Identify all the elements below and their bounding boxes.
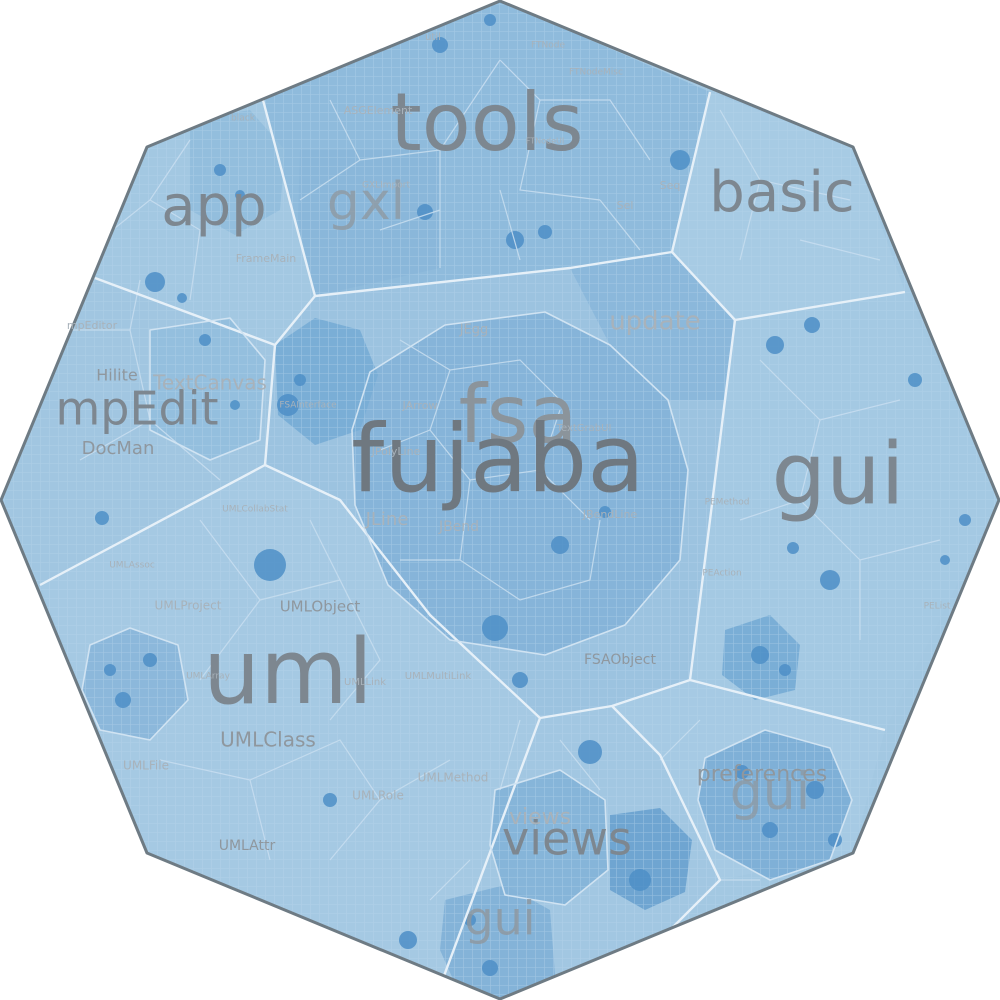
label-fsa: fsa bbox=[459, 368, 578, 461]
label-views-sub: views bbox=[509, 805, 571, 830]
label-gxl-import: GXLImport bbox=[362, 181, 410, 191]
label-asg-element: ASGElement bbox=[344, 104, 413, 117]
label-gui-bottom: gui bbox=[464, 892, 535, 946]
label-uml-attr: UMLAttr bbox=[219, 838, 276, 854]
label-update: update bbox=[609, 307, 701, 337]
label-docman: DocMan bbox=[82, 438, 155, 459]
label-fsa-object: FSAObject bbox=[584, 652, 656, 668]
label-uml-collabstat: UMLCollabStat bbox=[222, 505, 288, 515]
label-gxl: gxl bbox=[327, 172, 405, 232]
sub-cell-borders bbox=[60, 59, 941, 901]
region-borders bbox=[39, 91, 906, 999]
class-labels: UMLObject UMLClass UMLProject UMLFile UM… bbox=[109, 32, 951, 854]
label-sel: Sel bbox=[617, 199, 634, 212]
label-pe-list: PEList bbox=[924, 602, 951, 612]
label-mpedit: mpEdit bbox=[55, 382, 218, 436]
label-jarrow: JArrow bbox=[402, 399, 438, 412]
label-ftnode: FTNode bbox=[531, 41, 565, 51]
label-jbendline: JBendLine bbox=[582, 508, 638, 521]
label-uml-method: UMLMethod bbox=[418, 771, 489, 785]
label-uml-role: UMLRole bbox=[352, 789, 404, 803]
label-mpeditor: mpEditor bbox=[67, 319, 118, 332]
label-peaction: PEAction bbox=[702, 569, 741, 579]
label-uml-file: UMLFile bbox=[123, 759, 169, 773]
label-jline: JLine bbox=[365, 509, 409, 530]
label-preferences: preferences bbox=[697, 762, 827, 787]
label-uml-multilink: UMLMultiLink bbox=[405, 671, 472, 682]
label-app: app bbox=[161, 174, 266, 239]
label-seq: Seq bbox=[660, 179, 681, 192]
label-basic: basic bbox=[709, 160, 854, 225]
label-ftnodeui: FTNodeUI bbox=[526, 137, 564, 146]
cluster-outlines bbox=[81, 311, 853, 906]
label-pe-method: PEMethod bbox=[705, 498, 750, 508]
label-uml-object: UMLObject bbox=[280, 598, 361, 616]
label-textgrabui: TextGrabUI bbox=[556, 423, 612, 434]
label-views: views bbox=[502, 812, 632, 866]
label-hilite: Hilite bbox=[96, 366, 137, 385]
label-fsa-interface: FSAInterface bbox=[279, 401, 337, 411]
label-framemain: FrameMain bbox=[236, 252, 297, 265]
dense-cell-dots bbox=[95, 14, 971, 976]
package-labels: preferences update Hilite DocMan TextCan… bbox=[67, 307, 827, 788]
label-uml: uml bbox=[203, 620, 373, 725]
label-jegg: JEgg bbox=[459, 323, 489, 338]
label-tools: tools bbox=[390, 76, 583, 169]
top-level-labels: fsa fujaba tools gui uml basic app gxl m… bbox=[55, 76, 904, 946]
label-black: black bbox=[231, 114, 256, 124]
label-uml-array: UMLArray bbox=[186, 672, 230, 682]
label-gui-lower-right: gui bbox=[730, 762, 810, 822]
label-textcanvas: TextCanvas bbox=[152, 371, 267, 395]
label-util: util bbox=[425, 32, 441, 43]
label-gui-right: gui bbox=[772, 424, 905, 524]
label-fujaba: fujaba bbox=[351, 405, 645, 514]
label-jpolyline: JPolyLine bbox=[371, 445, 421, 458]
label-uml-project: UMLProject bbox=[155, 599, 222, 613]
label-uml-link: UMLLink bbox=[344, 677, 386, 688]
label-uml-assoc: UMLAssoc bbox=[109, 561, 155, 571]
label-uml-class: UMLClass bbox=[220, 728, 316, 752]
label-jbend: JBend bbox=[438, 519, 479, 535]
label-ftnodemisc: FTNodeMisc bbox=[569, 68, 623, 78]
